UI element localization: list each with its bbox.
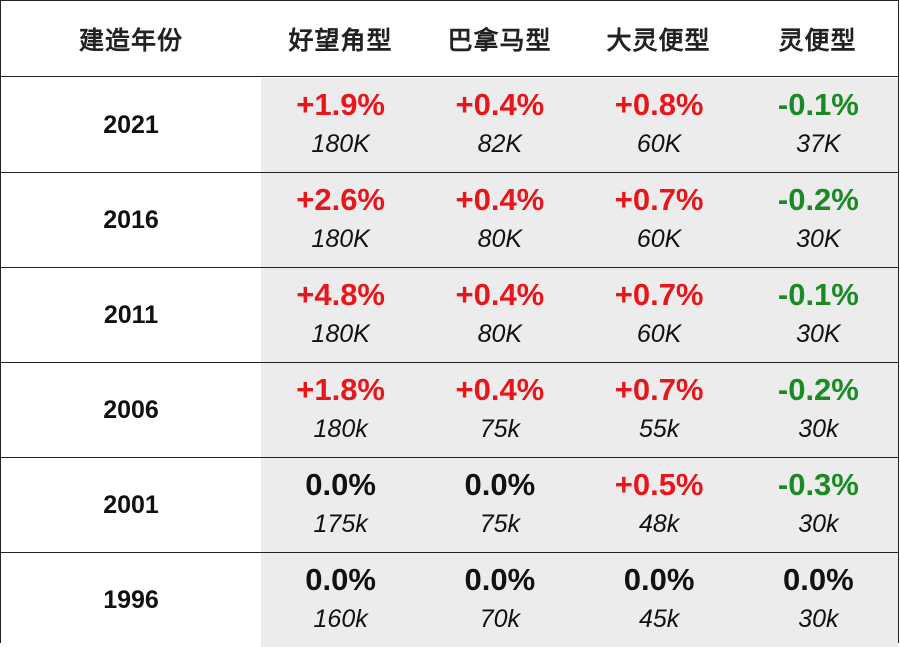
vessel-size: 30K — [796, 320, 841, 348]
percent-change: +1.8% — [296, 372, 385, 407]
percent-change: +0.4% — [455, 277, 545, 312]
vessel-size: 70k — [479, 605, 521, 633]
percent-change: -0.1% — [777, 87, 859, 122]
percent-change: +0.7% — [614, 277, 704, 312]
table-row: 2016 +2.6% 180K +0.4% 80K +0.7% 60K -0.2% 30K — [1, 173, 898, 268]
percent-change: 0.0% — [464, 467, 536, 502]
percent-change: 0.0% — [623, 562, 695, 597]
table-cell: -0.1% 37K — [739, 78, 898, 172]
table-cell: +4.8% 180K — [261, 268, 420, 362]
table-cell: 0.0% 175k — [261, 458, 420, 552]
table-cell: 0.0% 75k — [420, 458, 579, 552]
vessel-size: 80K — [477, 225, 523, 253]
row-values: +2.6% 180K +0.4% 80K +0.7% 60K -0.2% 30K — [261, 173, 898, 267]
vessel-size: 37K — [796, 130, 841, 158]
percent-change: +0.7% — [614, 182, 704, 217]
table-header-row: 建造年份 好望角型 巴拿马型 大灵便型 灵便型 — [1, 1, 898, 77]
percent-change: 0.0% — [464, 562, 536, 597]
row-year: 2006 — [1, 363, 261, 457]
table-cell: +0.5% 48k — [580, 458, 739, 552]
table-cell: -0.3% 30k — [739, 458, 898, 552]
table-row: 2021 +1.9% 180K +0.4% 82K +0.8% 60K -0.1% 37K — [1, 78, 898, 173]
vessel-size: 30K — [796, 225, 841, 253]
table-cell: +0.4% 82K — [420, 78, 579, 172]
row-values: +4.8% 180K +0.4% 80K +0.7% 60K -0.1% 30K — [261, 268, 898, 362]
percent-change: -0.2% — [777, 182, 859, 217]
vessel-size: 82K — [477, 130, 523, 158]
vessel-size: 75k — [479, 415, 521, 443]
row-values: +1.9% 180K +0.4% 82K +0.8% 60K -0.1% 37K — [261, 78, 898, 172]
row-year: 2011 — [1, 268, 261, 362]
vessel-size: 175k — [313, 510, 368, 538]
row-values: +1.8% 180k +0.4% 75k +0.7% 55k -0.2% 30k — [261, 363, 898, 457]
table-cell: +0.4% 75k — [420, 363, 579, 457]
header-capesize: 好望角型 — [288, 26, 393, 55]
table-cell: -0.2% 30K — [739, 173, 898, 267]
vessel-size: 180K — [311, 320, 370, 348]
percent-change: 0.0% — [305, 562, 376, 597]
vessel-size: 160k — [313, 605, 368, 633]
vessel-size: 30k — [798, 605, 839, 633]
table-row: 2001 0.0% 175k 0.0% 75k +0.5% 48k -0.3% 30k — [1, 458, 898, 553]
table-cell: 0.0% 30k — [739, 553, 898, 647]
vessel-size: 30k — [798, 415, 839, 443]
table-row: 2011 +4.8% 180K +0.4% 80K +0.7% 60K -0.1% 30K — [1, 268, 898, 363]
percent-change: +0.4% — [455, 372, 545, 407]
table-row: 1996 0.0% 160k 0.0% 70k 0.0% 45k 0.0% 30k — [1, 553, 898, 647]
percent-change: +1.9% — [296, 87, 385, 122]
table-cell: +1.9% 180K — [261, 78, 420, 172]
vessel-size: 75k — [479, 510, 521, 538]
vessel-size: 60K — [636, 225, 682, 253]
row-year: 2021 — [1, 78, 261, 172]
percent-change: -0.2% — [777, 372, 859, 407]
table-cell: +0.7% 55k — [580, 363, 739, 457]
header-panamax: 巴拿马型 — [447, 26, 552, 55]
table-cell: +0.7% 60K — [580, 268, 739, 362]
table-cell: -0.1% 30K — [739, 268, 898, 362]
percent-change: 0.0% — [305, 467, 376, 502]
table-cell: +0.8% 60K — [580, 78, 739, 172]
percent-change: +0.8% — [614, 87, 704, 122]
percent-change: +2.6% — [296, 182, 385, 217]
percent-change: +4.8% — [296, 277, 385, 312]
percent-change: -0.1% — [777, 277, 859, 312]
table-cell: +0.4% 80K — [420, 173, 579, 267]
table-cell: +1.8% 180k — [261, 363, 420, 457]
percent-change: 0.0% — [783, 562, 854, 597]
row-year: 2016 — [1, 173, 261, 267]
vessel-size: 48k — [638, 510, 680, 538]
percent-change: +0.4% — [455, 87, 545, 122]
header-handysize: 灵便型 — [778, 26, 857, 55]
percent-change: +0.7% — [614, 372, 704, 407]
row-values: 0.0% 160k 0.0% 70k 0.0% 45k 0.0% 30k — [261, 553, 898, 647]
row-values: 0.0% 175k 0.0% 75k +0.5% 48k -0.3% 30k — [261, 458, 898, 552]
table-cell: +0.7% 60K — [580, 173, 739, 267]
vessel-size: 55k — [638, 415, 680, 443]
table-row: 2006 +1.8% 180k +0.4% 75k +0.7% 55k -0.2% 30k — [1, 363, 898, 458]
table-cell: -0.2% 30k — [739, 363, 898, 457]
vessel-size: 60K — [636, 130, 682, 158]
vessel-size: 45k — [638, 605, 680, 633]
vessel-size: 80K — [477, 320, 523, 348]
table-cell: +0.4% 80K — [420, 268, 579, 362]
vessel-size: 60K — [636, 320, 682, 348]
row-year: 1996 — [1, 553, 261, 647]
vessel-size: 180k — [313, 415, 368, 443]
percent-change: -0.3% — [777, 467, 859, 502]
vessel-size: 180K — [311, 130, 370, 158]
vessel-size: 30k — [798, 510, 839, 538]
row-year: 2001 — [1, 458, 261, 552]
header-year-label: 建造年份 — [1, 1, 261, 76]
table-cell: 0.0% 160k — [261, 553, 420, 647]
table-cell: 0.0% 45k — [580, 553, 739, 647]
percent-change: +0.5% — [614, 467, 704, 502]
vessel-size: 180K — [311, 225, 370, 253]
table-cell: +2.6% 180K — [261, 173, 420, 267]
table-cell: 0.0% 70k — [420, 553, 579, 647]
percent-change: +0.4% — [455, 182, 545, 217]
header-supramax: 大灵便型 — [606, 26, 711, 55]
